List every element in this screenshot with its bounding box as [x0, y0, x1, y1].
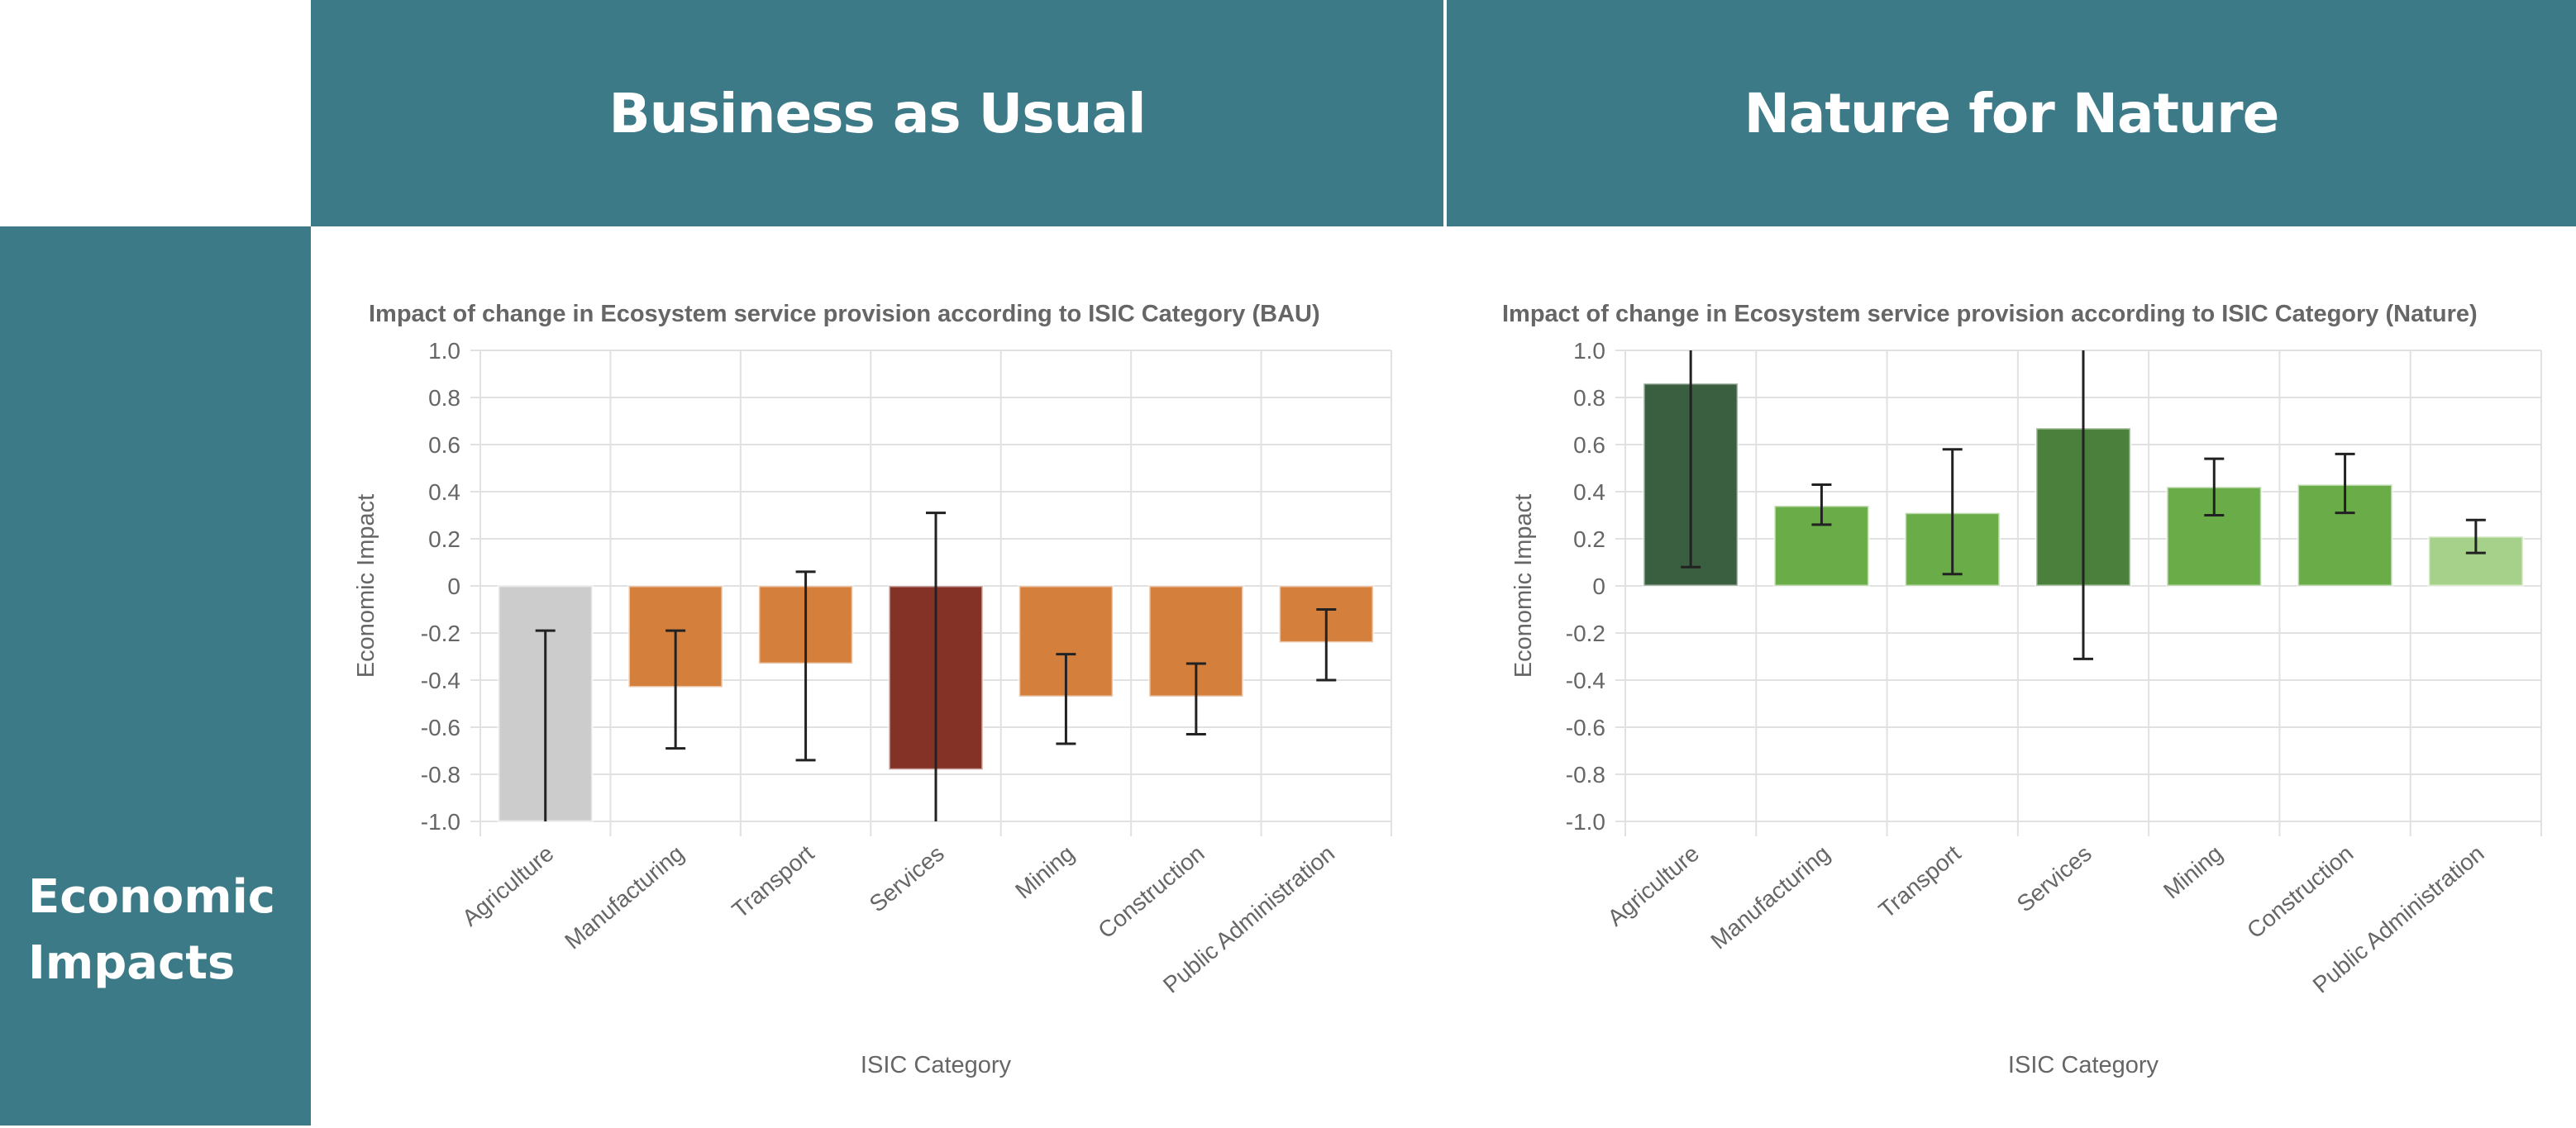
y-tick-label: -0.8 [421, 762, 460, 788]
x-tick-label: Services [2012, 840, 2097, 917]
nature-chart: Impact of change in Ecosystem service pr… [1502, 301, 2542, 1078]
y-tick-label: -0.6 [1566, 715, 1605, 740]
column-header-nature-label: Nature for Nature [1744, 81, 2280, 145]
x-tick-label: Manufacturing [1705, 840, 1834, 954]
y-tick-label: 0.8 [428, 385, 460, 411]
column-header-bau: Business as Usual [311, 0, 1443, 226]
y-axis-title: Economic Impact [353, 494, 379, 678]
y-tick-label: 0.4 [428, 479, 460, 505]
y-tick-label: 1.0 [428, 338, 460, 364]
column-header-bau-label: Business as Usual [608, 81, 1146, 145]
x-tick-label: Construction [2242, 840, 2358, 944]
y-tick-label: 0.8 [1573, 385, 1605, 411]
y-tick-label: -0.2 [421, 621, 460, 646]
x-axis-title: ISIC Category [861, 1052, 1012, 1078]
x-tick-label: Agriculture [457, 840, 558, 931]
y-tick-label: -0.2 [1566, 621, 1605, 646]
column-header-nature: Nature for Nature [1447, 0, 2576, 226]
y-axis-title: Economic Impact [1510, 494, 1537, 678]
y-tick-label: 1.0 [1573, 338, 1605, 364]
y-tick-label: 0 [447, 574, 460, 599]
x-tick-label: Manufacturing [560, 840, 689, 954]
y-tick-label: 0.2 [428, 526, 460, 552]
x-tick-label: Construction [1093, 840, 1209, 944]
y-tick-label: -0.4 [1566, 668, 1605, 693]
y-tick-label: -0.6 [421, 715, 460, 740]
y-tick-label: 0.2 [1573, 526, 1605, 552]
x-tick-label: Transport [727, 840, 819, 923]
chart-title: Impact of change in Ecosystem service pr… [369, 301, 1320, 327]
row-header-economic-impacts: Economic Impacts [0, 226, 311, 1126]
y-tick-label: 0.4 [1573, 479, 1605, 505]
x-tick-label: Mining [2159, 840, 2227, 904]
chart-panel-bau: Impact of change in Ecosystem service pr… [314, 248, 1447, 1124]
y-tick-label: 0.6 [428, 432, 460, 458]
chart-title: Impact of change in Ecosystem service pr… [1502, 301, 2478, 327]
y-tick-label: -1.0 [1566, 809, 1605, 835]
chart-panel-nature: Impact of change in Ecosystem service pr… [1447, 248, 2576, 1124]
y-tick-label: 0 [1592, 574, 1605, 599]
y-tick-label: -1.0 [421, 809, 460, 835]
y-tick-label: 0.6 [1573, 432, 1605, 458]
x-tick-label: Agriculture [1603, 840, 1704, 931]
x-tick-label: Services [865, 840, 949, 917]
x-axis-title: ISIC Category [2008, 1052, 2159, 1078]
x-tick-label: Mining [1010, 840, 1079, 904]
y-tick-label: -0.8 [1566, 762, 1605, 788]
bau-chart: Impact of change in Ecosystem service pr… [353, 301, 1392, 1078]
x-tick-label: Transport [1874, 840, 1966, 923]
row-header-label: Economic Impacts [28, 870, 276, 990]
y-tick-label: -0.4 [421, 668, 460, 693]
